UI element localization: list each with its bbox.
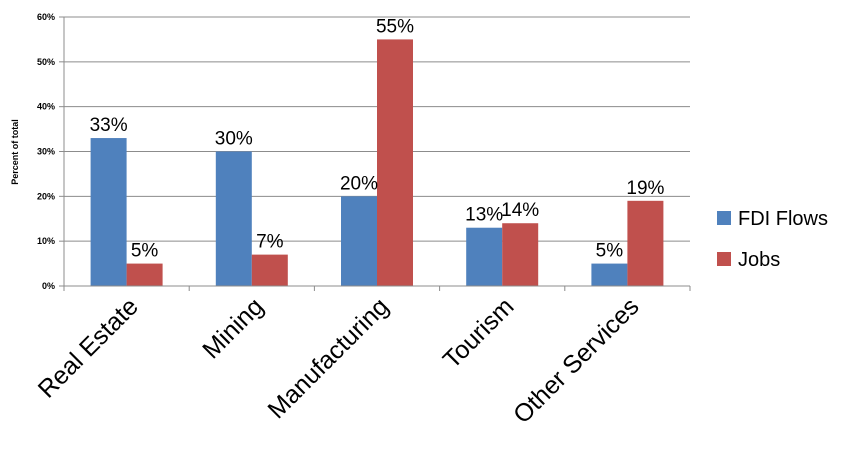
bar-fdi-flows-tourism <box>466 227 503 286</box>
legend-swatch <box>717 252 731 266</box>
x-tick-label: Manufacturing <box>262 292 394 424</box>
y-tick-label: 0% <box>42 281 55 291</box>
y-tick-label: 30% <box>37 147 55 157</box>
y-tick-label: 40% <box>37 102 55 112</box>
bar-fdi-flows-real-estate <box>90 138 127 286</box>
data-label: 30% <box>215 129 253 150</box>
bar-jobs-real-estate <box>126 263 163 286</box>
y-tick-label: 50% <box>37 57 55 67</box>
bar-fdi-flows-manufacturing <box>341 196 377 286</box>
data-labels: 33% 30% 20% 13% 5% 5% 7% 55% 14% 19% <box>90 16 665 261</box>
legend-label: Jobs <box>738 249 780 271</box>
bar-jobs-mining <box>251 254 288 286</box>
data-label: 5% <box>596 241 624 262</box>
data-label: 14% <box>501 200 539 221</box>
bar-fdi-flows-other-services <box>591 263 628 286</box>
data-label: 20% <box>340 173 378 194</box>
data-label: 19% <box>626 178 664 199</box>
legend-label: FDI Flows <box>738 208 828 230</box>
bar-jobs-other-services <box>627 200 664 286</box>
x-tick-label: Mining <box>197 292 269 364</box>
data-label: 55% <box>376 16 414 37</box>
bar-jobs-manufacturing <box>377 39 413 286</box>
bar-fdi-flows-mining <box>215 151 252 286</box>
y-axis-label: Percent of total <box>10 119 20 185</box>
data-label: 7% <box>256 232 284 253</box>
x-tick-label: Tourism <box>438 292 520 374</box>
bar-jobs-tourism <box>502 223 539 286</box>
data-label: 13% <box>465 205 503 226</box>
y-tick-label: 20% <box>37 191 55 201</box>
y-tick-label: 10% <box>37 236 55 246</box>
data-label: 33% <box>90 115 128 136</box>
axes <box>63 17 691 291</box>
bars <box>90 39 664 286</box>
legend-swatch <box>717 211 731 225</box>
y-axis-ticks: 0% 10% 20% 30% 40% 50% 60% <box>37 12 64 291</box>
data-label: 5% <box>131 241 159 262</box>
y-tick-label: 60% <box>37 12 55 22</box>
legend: FDI Flows Jobs <box>717 208 828 271</box>
x-tick-label: Real Estate <box>33 292 144 403</box>
x-tick-label: Other Services <box>508 292 645 429</box>
